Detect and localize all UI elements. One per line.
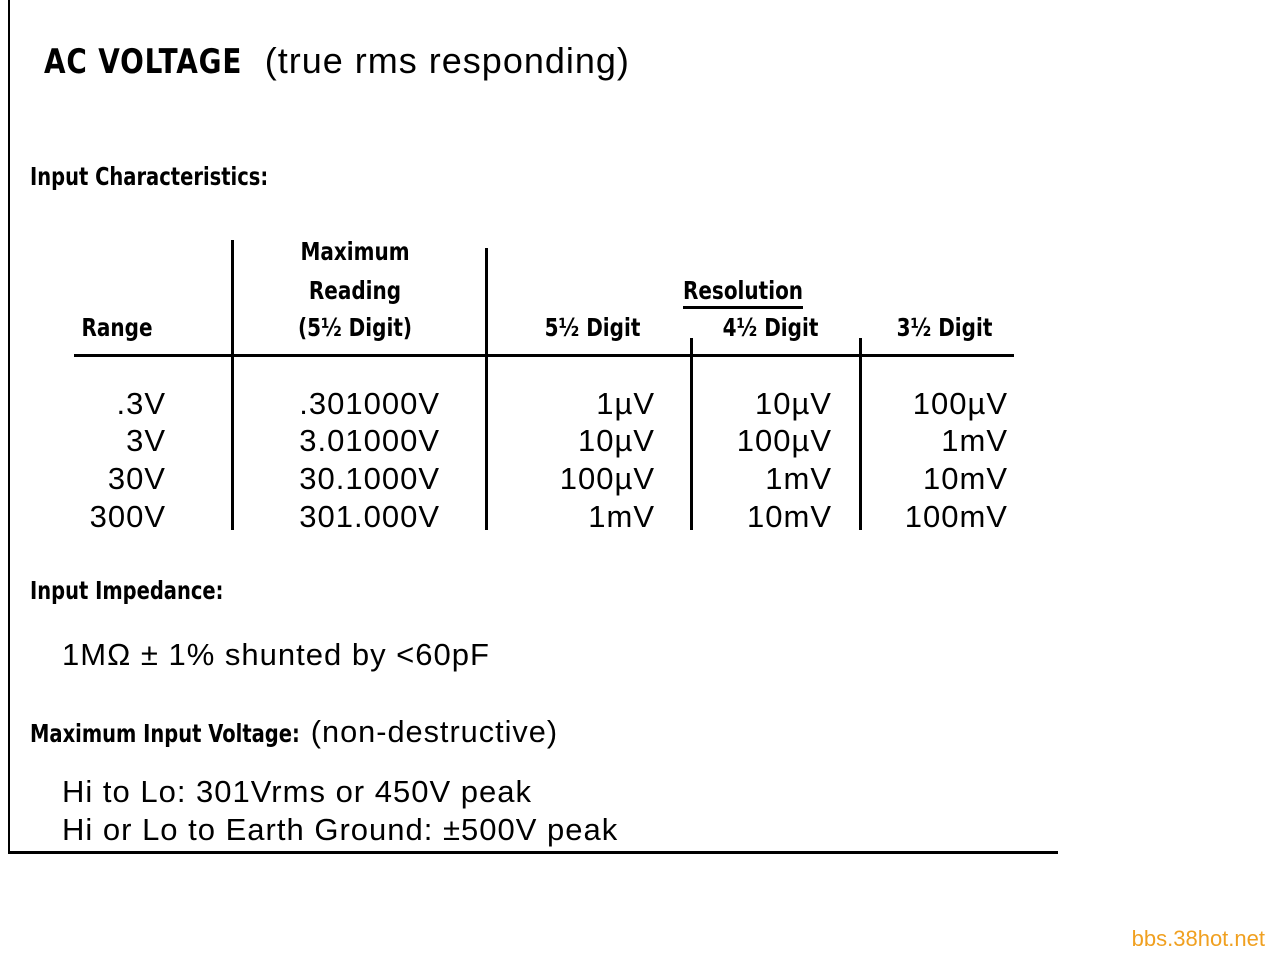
table-cell-3-5: 1mV xyxy=(941,423,1008,458)
table-cell-4-5: 10mV xyxy=(747,499,832,534)
table-cell-range: 30V xyxy=(107,461,166,496)
input-impedance-heading: Input Impedance: xyxy=(30,576,224,605)
header-5-5-digit: 5½ Digit xyxy=(544,313,641,342)
max-input-voltage-label: Maximum Input Voltage: xyxy=(30,719,300,748)
table-cell-5-5: 10µV xyxy=(577,423,655,458)
header-max-line2: Reading xyxy=(308,276,402,305)
table-divider-4 xyxy=(859,338,862,530)
header-4-5-digit: 4½ Digit xyxy=(722,313,819,342)
max-input-voltage-line-1: Hi to Lo: 301Vrms or 450V peak xyxy=(62,774,532,809)
header-max-line3: (5½ Digit) xyxy=(297,313,413,342)
table-divider-1 xyxy=(231,240,234,530)
table-cell-max: 301.000V xyxy=(299,499,440,534)
input-impedance-value: 1MΩ ± 1% shunted by <60pF xyxy=(62,637,490,672)
table-cell-4-5: 10µV xyxy=(754,386,832,421)
header-3-5-digit: 3½ Digit xyxy=(896,313,993,342)
header-max-line1: Maximum xyxy=(300,237,410,266)
table-cell-max: 3.01000V xyxy=(299,423,440,458)
table-cell-5-5: 100µV xyxy=(559,461,655,496)
max-input-voltage-line-2: Hi or Lo to Earth Ground: ±500V peak xyxy=(62,812,619,847)
table-header-rule xyxy=(74,354,1014,357)
table-cell-3-5: 10mV xyxy=(923,461,1008,496)
max-input-voltage-heading: Maximum Input Voltage: (non-destructive) xyxy=(30,714,557,750)
input-characteristics-heading: Input Characteristics: xyxy=(30,162,269,191)
table-cell-max: .301000V xyxy=(299,386,440,421)
table-cell-5-5: 1mV xyxy=(588,499,655,534)
header-range: Range xyxy=(81,313,153,342)
title-rest: (true rms responding) xyxy=(264,40,630,81)
table-cell-max: 30.1000V xyxy=(299,461,440,496)
table-cell-5-5: 1µV xyxy=(596,386,655,421)
frame-left-border xyxy=(8,0,10,853)
frame-bottom-border xyxy=(8,851,1058,854)
table-cell-3-5: 100µV xyxy=(912,386,1008,421)
table-cell-3-5: 100mV xyxy=(904,499,1008,534)
table-cell-range: 300V xyxy=(89,499,166,534)
title-bold: AC VOLTAGE xyxy=(44,42,243,82)
table-cell-4-5: 100µV xyxy=(736,423,832,458)
table-cell-range: .3V xyxy=(116,386,166,421)
table-divider-3 xyxy=(690,338,693,530)
max-input-voltage-note: (non-destructive) xyxy=(310,714,558,749)
watermark-text: bbs.38hot.net xyxy=(1131,926,1265,951)
page-title: AC VOLTAGE (true rms responding) xyxy=(44,40,630,82)
header-resolution: Resolution xyxy=(679,276,807,309)
table-cell-4-5: 1mV xyxy=(765,461,832,496)
table-divider-2 xyxy=(485,248,488,530)
table-cell-range: 3V xyxy=(126,423,166,458)
